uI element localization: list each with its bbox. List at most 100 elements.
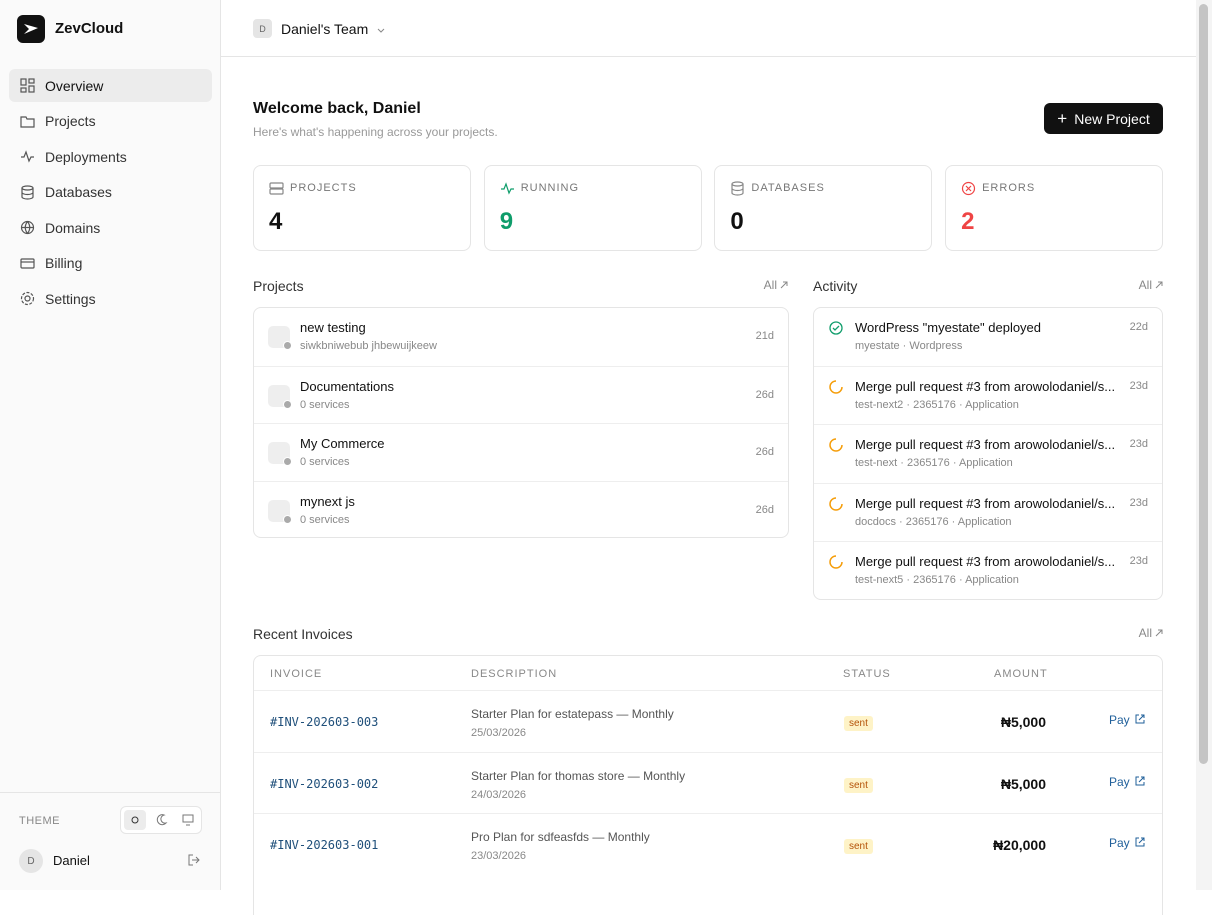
dark-theme[interactable]: [151, 810, 173, 830]
activity-row[interactable]: Merge pull request #3 from arowolodaniel…: [814, 482, 1162, 541]
section-title: Activity: [813, 278, 858, 294]
stat-value: 0: [730, 208, 744, 235]
theme-label: THEME: [19, 815, 60, 827]
invoice-row: #INV-202603-003 Starter Plan for estatepa…: [254, 690, 1162, 752]
column-header: INVOICE: [270, 668, 323, 680]
scroll-thumb[interactable]: [1199, 4, 1208, 764]
project-sub: 0 services: [300, 513, 350, 526]
nav-label: Deployments: [45, 148, 127, 165]
button-label: New Project: [1074, 110, 1150, 127]
nav-label: Databases: [45, 184, 112, 200]
invoice-id[interactable]: #INV-202603-002: [270, 776, 379, 791]
sidebar: ZevCloud Overview Projects Deployments Data…: [0, 0, 221, 890]
activity-row[interactable]: Merge pull request #3 from arowolodaniel…: [814, 424, 1162, 482]
invoice-amount: ₦20,000: [993, 837, 1046, 853]
arrow-icon: [777, 278, 788, 292]
stat-card: DATABASES 0: [714, 165, 933, 251]
pay-link[interactable]: Pay: [1109, 775, 1145, 789]
scrollbar: [1196, 0, 1212, 890]
project-row[interactable]: Documentations 0 services 26d: [254, 365, 788, 424]
main: D Daniel's Team Welcome back, Daniel Her…: [221, 0, 1196, 915]
external-icon: [1130, 836, 1145, 850]
invoice-row: #INV-202603-002 Starter Plan for thomas s…: [254, 751, 1162, 814]
activity-row[interactable]: WordPress "myestate" deployed myestate · …: [814, 308, 1162, 366]
invoice-id[interactable]: #INV-202603-003: [270, 715, 379, 729]
external-icon: [1130, 775, 1145, 789]
view-all[interactable]: All: [764, 278, 788, 292]
nav-label: Settings: [45, 290, 96, 307]
team-name[interactable]: Daniel's Team: [281, 21, 369, 37]
section-title: Projects: [253, 278, 304, 294]
light-theme[interactable]: [124, 810, 146, 830]
activity-age: 22d: [1129, 321, 1148, 333]
stat-value: 9: [499, 208, 514, 235]
activity-title: Merge pull request #3 from arowolodaniel…: [855, 379, 1116, 395]
external-icon: [1130, 713, 1145, 727]
project-name: My Commerce: [300, 436, 385, 451]
pay-label: Pay: [1109, 713, 1130, 727]
activity-sub: myestate · Wordpress: [855, 340, 963, 352]
project-name: new testing: [300, 320, 366, 335]
stat-label: ERRORS: [982, 182, 1036, 194]
logout[interactable]: [187, 853, 201, 872]
arrow-icon: [1152, 626, 1163, 640]
brand: ZevCloud: [55, 20, 124, 37]
invoice-row: #INV-202603-001 Pro Plan for sdfeasfds — …: [254, 813, 1162, 875]
theme-toggle: [120, 806, 202, 834]
view-all-label: All: [763, 278, 777, 292]
nav-item[interactable]: Deployments: [9, 140, 212, 173]
plus-icon: +: [1057, 108, 1068, 128]
activity-row[interactable]: Merge pull request #3 from arowolodaniel…: [814, 366, 1162, 424]
nav-item[interactable]: Domains: [9, 211, 212, 244]
team-chevron[interactable]: [376, 22, 386, 40]
nav-label: Billing: [45, 255, 83, 271]
invoice-amount: ₦5,000: [1000, 775, 1046, 792]
project-age: 21d: [755, 330, 774, 342]
activity-sub: test-next5 · 2365176 · Application: [855, 573, 1019, 586]
stat-value: 2: [961, 208, 975, 235]
stat-card: RUNNING 9: [483, 165, 702, 251]
invoice-date: 25/03/2026: [471, 727, 527, 739]
new-project-button[interactable]: + New Project: [1044, 103, 1163, 134]
stat-label: RUNNING: [520, 182, 580, 194]
nav-item[interactable]: Billing: [9, 247, 212, 280]
invoice-amount: ₦5,000: [1000, 714, 1046, 730]
invoice-id[interactable]: #INV-202603-001: [270, 838, 379, 852]
project-sub: 0 services: [300, 398, 350, 411]
user-avatar: D: [19, 849, 43, 873]
project-age: 26d: [755, 503, 774, 516]
nav-item[interactable]: Projects: [9, 105, 212, 138]
divider: [0, 792, 220, 793]
activity-row[interactable]: Merge pull request #3 from arowolodaniel…: [814, 540, 1162, 599]
stat-label: DATABASES: [751, 182, 825, 194]
pay-link[interactable]: Pay: [1109, 836, 1145, 850]
system-theme[interactable]: [177, 810, 199, 830]
invoice-status: sent: [844, 777, 873, 793]
invoice-status: sent: [844, 716, 873, 731]
page-subtitle: Here's what's happening across your proj…: [253, 125, 498, 139]
activity-title: Merge pull request #3 from arowolodaniel…: [855, 437, 1116, 453]
team-avatar: D: [253, 19, 272, 38]
project-name: mynext js: [300, 493, 355, 509]
project-row[interactable]: new testing siwkbniwebub jhbewuijkeew 21d: [254, 308, 788, 366]
pay-label: Pay: [1109, 774, 1130, 789]
nav-label: Projects: [45, 113, 96, 129]
view-all[interactable]: All: [1139, 626, 1163, 640]
project-sub: siwkbniwebub jhbewuijkeew: [300, 340, 437, 352]
view-all[interactable]: All: [1139, 278, 1163, 292]
invoice-table: INVOICE DESCRIPTION STATUS AMOUNT #INV-20260…: [253, 655, 1163, 915]
invoice-date: 24/03/2026: [471, 788, 527, 801]
project-row[interactable]: My Commerce 0 services 26d: [254, 423, 788, 481]
logo[interactable]: [17, 15, 45, 43]
project-age: 26d: [755, 446, 774, 458]
stat-label: PROJECTS: [290, 182, 357, 194]
activity-age: 23d: [1129, 554, 1148, 567]
user-name: Daniel: [53, 853, 90, 868]
nav-item[interactable]: Settings: [9, 282, 212, 315]
nav-item[interactable]: Databases: [9, 176, 212, 209]
project-row[interactable]: mynext js 0 services 26d: [254, 480, 788, 539]
pay-label: Pay: [1109, 836, 1130, 850]
pay-link[interactable]: Pay: [1109, 713, 1145, 727]
nav-item[interactable]: Overview: [9, 69, 212, 102]
